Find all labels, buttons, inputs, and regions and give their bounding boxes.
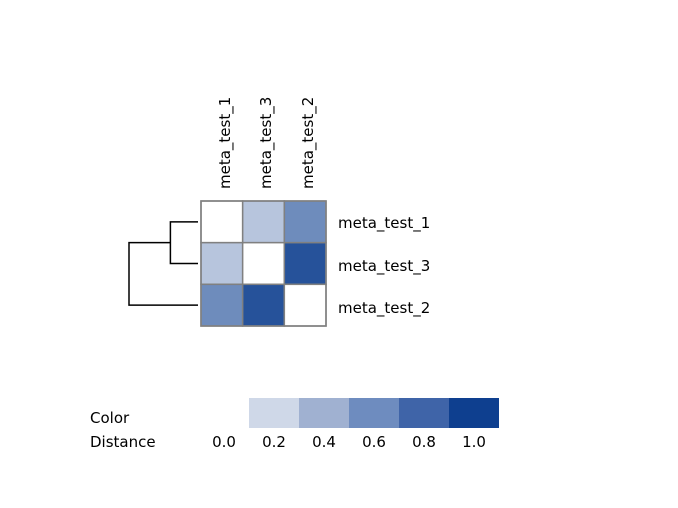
heatmap-cell: [283, 241, 327, 286]
dendrogram: [128, 221, 198, 306]
column-label: meta_test_2: [299, 97, 318, 189]
heatmap-cell: [241, 200, 286, 244]
row-label: meta_test_2: [338, 299, 430, 318]
heatmap-cells: [200, 200, 327, 327]
dendrogram-branches: [128, 221, 198, 306]
heatmap-cell: [241, 241, 286, 286]
heatmap-cell: [283, 200, 327, 244]
legend-tick: 0.6: [362, 433, 386, 451]
heatmap-cell: [241, 283, 286, 327]
legend-tick: 0.8: [412, 433, 436, 451]
legend-swatch: [399, 398, 449, 428]
legend-swatch: [299, 398, 349, 428]
legend-swatch: [449, 398, 499, 428]
column-label: meta_test_3: [257, 97, 276, 189]
legend-distance-label: Distance: [90, 433, 156, 451]
legend-swatch: [249, 398, 299, 428]
legend-swatch: [199, 398, 249, 428]
heatmap-cell: [200, 283, 244, 327]
color-legend: Color Distance 0.0 0.2 0.4 0.6 0.8 1.0: [90, 398, 499, 451]
legend-tick: 0.2: [262, 433, 286, 451]
legend-swatch: [349, 398, 399, 428]
heatmap-cell: [200, 200, 244, 244]
legend-ticks: 0.0 0.2 0.4 0.6 0.8 1.0: [212, 433, 486, 451]
column-label: meta_test_1: [216, 97, 235, 189]
row-labels: meta_test_1 meta_test_3 meta_test_2: [338, 214, 430, 318]
column-labels: meta_test_1 meta_test_3 meta_test_2: [216, 97, 318, 189]
heatmap-border: [200, 200, 327, 327]
row-label: meta_test_3: [338, 257, 430, 276]
legend-tick: 1.0: [462, 433, 486, 451]
legend-swatches: [199, 398, 499, 428]
legend-tick: 0.0: [212, 433, 236, 451]
heatmap-cell: [200, 241, 244, 286]
legend-tick: 0.4: [312, 433, 336, 451]
heatmap-cell: [283, 283, 327, 327]
row-label: meta_test_1: [338, 214, 430, 233]
legend-color-label: Color: [90, 409, 130, 427]
